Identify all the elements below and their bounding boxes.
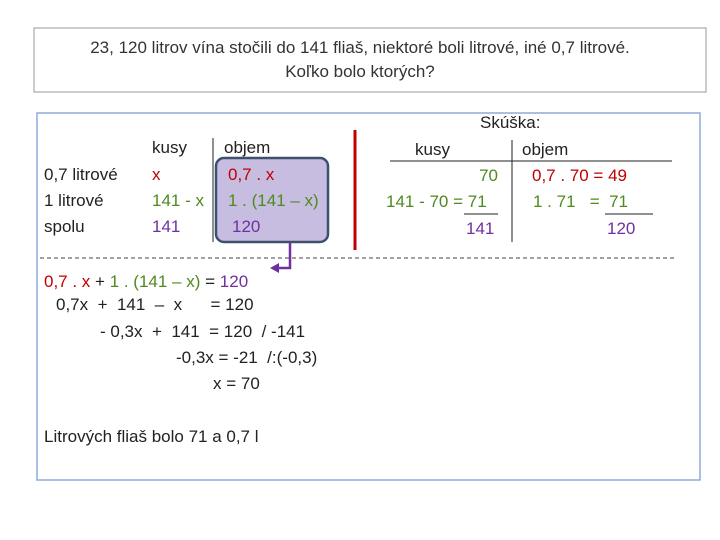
arrow bbox=[277, 243, 292, 270]
step: - 0,3x + 141 = 120 / -141 bbox=[100, 322, 306, 341]
cell: x bbox=[152, 165, 161, 184]
cell: 1 . (141 – x) bbox=[228, 191, 319, 210]
cell: 141 - 70 = 71 bbox=[386, 192, 487, 211]
column-header: objem bbox=[224, 138, 271, 157]
operator: + bbox=[90, 272, 110, 291]
column-header: kusy bbox=[152, 138, 187, 157]
header-line: 23, 120 litrov vína stočili do 141 fliaš… bbox=[90, 38, 630, 57]
answer: Litrových fliaš bolo 71 a 0,7 l bbox=[44, 427, 259, 446]
step: 0,7x + 141 – x = 120 bbox=[56, 295, 254, 314]
check-title: Skúška: bbox=[480, 113, 541, 132]
arrow-head bbox=[270, 263, 279, 273]
cell: 1 . 71 = 71 bbox=[533, 192, 628, 211]
cell: 141 bbox=[466, 219, 495, 238]
operator: = bbox=[200, 272, 220, 291]
step: x = 70 bbox=[213, 374, 260, 393]
header-box bbox=[33, 27, 707, 93]
row-label: 1 litrové bbox=[44, 191, 104, 210]
term: 0,7 . x bbox=[44, 272, 91, 291]
cell: 141 bbox=[152, 217, 181, 236]
row-label: spolu bbox=[44, 217, 85, 236]
term: 1 . (141 – x) bbox=[109, 272, 201, 291]
equation: 0,7 . x + 1 . (141 – x) = 120 bbox=[44, 272, 248, 292]
column-header: objem bbox=[522, 140, 569, 159]
highlight-box bbox=[214, 156, 330, 244]
step: -0,3x = -21 /:(-0,3) bbox=[176, 348, 318, 367]
main-box bbox=[36, 112, 701, 481]
cell: 141 - x bbox=[152, 191, 204, 210]
row-label: 0,7 litrové bbox=[44, 165, 118, 184]
cell: 0,7 . x bbox=[228, 165, 275, 184]
cell: 120 bbox=[232, 217, 261, 236]
cell: 70 bbox=[479, 166, 498, 185]
header-line: Koľko bolo ktorých? bbox=[285, 62, 435, 81]
column-header: kusy bbox=[415, 140, 450, 159]
term: 120 bbox=[219, 272, 249, 291]
cell: 0,7 . 70 = 49 bbox=[532, 166, 627, 185]
cell: 120 bbox=[607, 219, 636, 238]
